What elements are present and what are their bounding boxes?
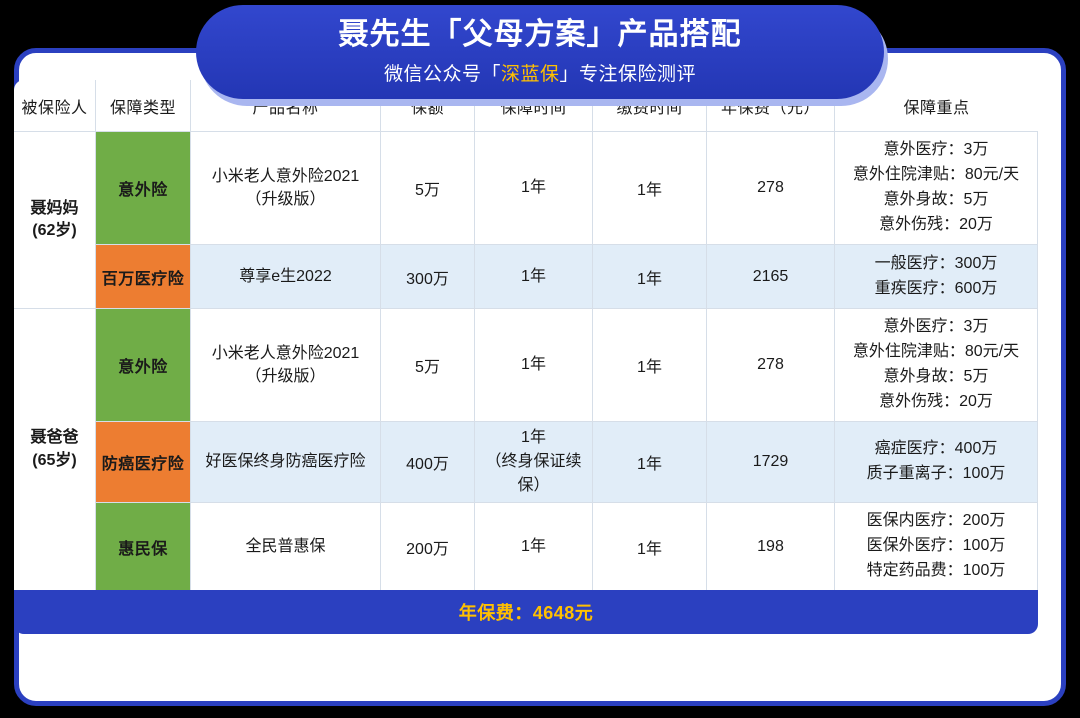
table-row: 防癌医疗险 好医保终身防癌医疗险 400万 1年 （终身保证续保） 1年 1729 癌症医疗：…	[14, 422, 1038, 503]
table-row: 惠民保 全民普惠保 200万 1年 1年 198 医保内医疗：200万 医保外医疗：100万特…	[14, 503, 1038, 590]
coverage-focus-cell: 意外医疗：3万 意外住院津贴：80元/天 意外身故：5万 意外伤残：20万	[835, 309, 1038, 422]
insured-person-cell: 聂妈妈 (62岁)	[14, 132, 96, 309]
coverage-amount-cell: 5万	[381, 309, 475, 422]
header-banner: 聂先生「父母方案」产品搭配 微信公众号「深蓝保」专注保险测评	[196, 5, 884, 99]
coverage-category-badge: 防癌医疗险	[96, 422, 191, 503]
coverage-period-cell: 1年 （终身保证续保）	[475, 422, 593, 503]
coverage-period-cell: 1年	[475, 309, 593, 422]
page-title: 聂先生「父母方案」产品搭配	[338, 18, 742, 52]
coverage-category-badge: 惠民保	[96, 503, 191, 590]
total-premium-text: 年保费：4648元	[458, 603, 594, 623]
coverage-category-badge: 意外险	[96, 132, 191, 245]
table-row: 聂妈妈 (62岁) 意外险 小米老人意外险2021 （升级版） 5万 1年 1年 278 意外医疗…	[14, 132, 1038, 309]
total-premium-bar: 年保费：4648元	[14, 590, 1038, 634]
plan-table: 被保险人 保障类型 产品名称 保额 保障时间 缴费时间 年保费（元） 保障重点 …	[14, 80, 1038, 590]
table-row: 百万医疗险 尊享e生2022 300万 1年 1年 2165 一般医疗：300万 重疾医疗：6…	[14, 245, 1038, 309]
annual-premium-cell: 2165	[707, 245, 835, 309]
annual-premium-cell: 1729	[707, 422, 835, 503]
insured-age: (62岁)	[32, 222, 77, 239]
coverage-focus-cell: 意外医疗：3万 意外住院津贴：80元/天 意外身故：5万 意外伤残：20万	[835, 132, 1038, 245]
plan-table-wrap: 被保险人 保障类型 产品名称 保额 保障时间 缴费时间 年保费（元） 保障重点 …	[14, 80, 1038, 634]
coverage-amount-cell: 400万	[381, 422, 475, 503]
insured-name: 聂妈妈	[30, 199, 79, 217]
product-name-cell: 全民普惠保	[191, 503, 381, 590]
coverage-period-cell: 1年	[475, 245, 593, 309]
coverage-period-cell: 1年	[475, 132, 593, 245]
payment-period-cell: 1年	[593, 245, 707, 309]
product-name-cell: 小米老人意外险2021 （升级版）	[191, 309, 381, 422]
page-subtitle: 微信公众号「深蓝保」专注保险测评	[384, 59, 696, 86]
product-name-cell: 尊享e生2022	[191, 245, 381, 309]
coverage-amount-cell: 5万	[381, 132, 475, 245]
payment-period-cell: 1年	[593, 503, 707, 590]
insured-age: (65岁)	[32, 451, 77, 469]
coverage-amount-cell: 200万	[381, 503, 475, 590]
coverage-category-badge: 意外险	[96, 309, 191, 422]
subtitle-brand: 深蓝保	[500, 63, 560, 85]
coverage-focus-cell: 医保内医疗：200万 医保外医疗：100万 特定药品费：100万	[835, 503, 1038, 590]
coverage-period-cell: 1年	[475, 503, 593, 590]
product-name-cell: 小米老人意外险2021 （升级版）	[191, 132, 381, 245]
coverage-focus-cell: 一般医疗：300万 重疾医疗：600万	[835, 245, 1038, 309]
annual-premium-cell: 278	[707, 309, 835, 422]
product-name-cell: 好医保终身防癌医疗险	[191, 422, 381, 503]
plan-table-body: 聂妈妈 (62岁) 意外险 小米老人意外险2021 （升级版） 5万 1年 1年 278 意外医疗…	[14, 132, 1038, 590]
insured-person-cell: 聂爸爸 (65岁)	[14, 309, 96, 590]
table-row: 聂爸爸 (65岁) 意外险 小米老人意外险2021 （升级版） 5万 1年 1年 278 意外医疗…	[14, 309, 1038, 590]
annual-premium-cell: 198	[707, 503, 835, 590]
column-header-category: 保障类型	[96, 80, 191, 132]
coverage-category-badge: 百万医疗险	[96, 245, 191, 309]
payment-period-cell: 1年	[593, 422, 707, 503]
subtitle-prefix: 微信公众号「	[383, 63, 501, 85]
column-header-insured: 被保险人	[14, 80, 96, 132]
coverage-focus-cell: 癌症医疗：400万 质子重离子：100万	[835, 422, 1038, 503]
payment-period-cell: 1年	[593, 132, 707, 245]
annual-premium-cell: 278	[707, 132, 835, 245]
payment-period-cell: 1年	[593, 309, 707, 422]
coverage-amount-cell: 300万	[381, 245, 475, 309]
insured-name: 聂爸爸	[30, 429, 79, 447]
subtitle-suffix: 」专注保险测评	[559, 63, 697, 85]
